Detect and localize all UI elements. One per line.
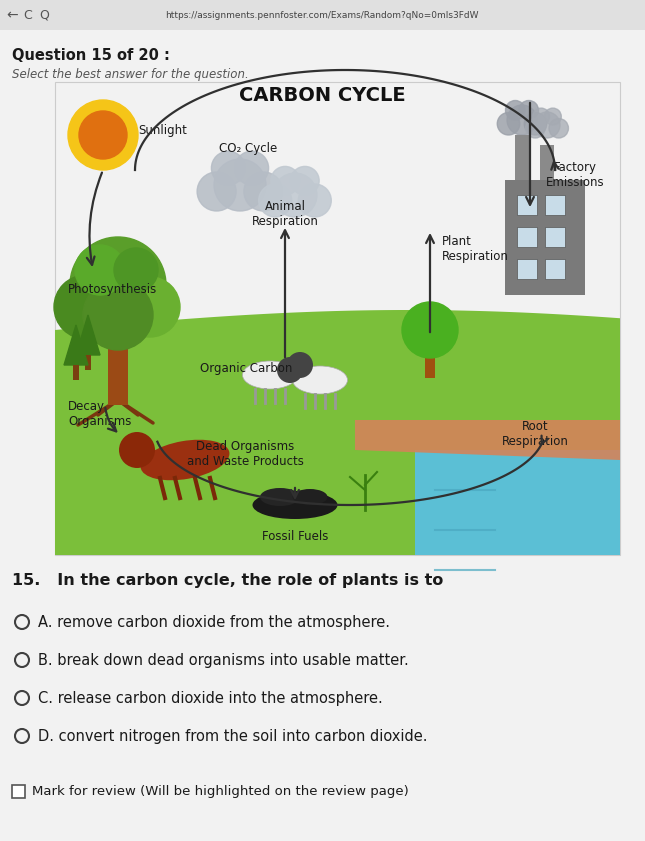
Text: Factory
Emissions: Factory Emissions — [546, 161, 604, 189]
Text: Organic Carbon: Organic Carbon — [200, 362, 292, 374]
Bar — [55, 330, 620, 555]
Text: Dead Organisms
and Waste Products: Dead Organisms and Waste Products — [186, 440, 303, 468]
Text: Animal
Respiration: Animal Respiration — [252, 200, 319, 228]
Ellipse shape — [292, 366, 348, 394]
Circle shape — [54, 275, 118, 339]
Circle shape — [120, 277, 180, 337]
Text: Question 15 of 20 :: Question 15 of 20 : — [12, 48, 170, 63]
Ellipse shape — [252, 491, 337, 519]
Circle shape — [83, 280, 153, 350]
Text: D. convert nitrogen from the soil into carbon dioxide.: D. convert nitrogen from the soil into c… — [38, 728, 428, 743]
Circle shape — [235, 151, 268, 185]
Circle shape — [277, 357, 303, 383]
Circle shape — [75, 245, 125, 295]
Bar — [0, 0, 645, 30]
Circle shape — [79, 111, 127, 159]
Text: Q: Q — [39, 8, 49, 22]
Circle shape — [114, 248, 158, 292]
Bar — [85, 355, 91, 370]
Bar — [425, 340, 435, 378]
Circle shape — [402, 302, 458, 358]
Text: Sunlight: Sunlight — [138, 124, 187, 136]
Circle shape — [244, 172, 283, 211]
Circle shape — [549, 119, 568, 138]
Bar — [73, 365, 79, 380]
Text: Photosynthesis: Photosynthesis — [68, 283, 157, 297]
Circle shape — [119, 432, 155, 468]
Bar — [415, 450, 620, 555]
Text: A. remove carbon dioxide from the atmosphere.: A. remove carbon dioxide from the atmosp… — [38, 615, 390, 630]
Bar — [55, 82, 620, 555]
Circle shape — [534, 112, 560, 138]
Bar — [505, 180, 585, 295]
Text: Root
Respiration: Root Respiration — [502, 420, 568, 448]
Bar — [517, 227, 537, 247]
Circle shape — [507, 105, 537, 135]
Circle shape — [526, 119, 545, 138]
Text: CO₂ Cycle: CO₂ Cycle — [219, 141, 277, 155]
Circle shape — [212, 151, 245, 185]
Circle shape — [298, 184, 332, 217]
Circle shape — [273, 173, 317, 217]
Text: B. break down dead organisms into usable matter.: B. break down dead organisms into usable… — [38, 653, 409, 668]
Circle shape — [533, 108, 550, 125]
Circle shape — [519, 101, 539, 120]
Ellipse shape — [260, 488, 300, 506]
Bar — [108, 335, 128, 405]
Bar — [545, 227, 565, 247]
Circle shape — [197, 172, 236, 211]
Ellipse shape — [141, 440, 230, 480]
Text: Fossil Fuels: Fossil Fuels — [262, 530, 328, 543]
Text: CARBON CYCLE: CARBON CYCLE — [239, 86, 405, 104]
Circle shape — [214, 159, 266, 211]
Text: Plant
Respiration: Plant Respiration — [442, 235, 509, 263]
Bar — [515, 135, 529, 180]
Text: Select the best answer for the question.: Select the best answer for the question. — [12, 68, 249, 81]
Polygon shape — [55, 310, 620, 555]
Text: C. release carbon dioxide into the atmosphere.: C. release carbon dioxide into the atmos… — [38, 690, 382, 706]
Circle shape — [524, 113, 547, 135]
Text: Mark for review (Will be highlighted on the review page): Mark for review (Will be highlighted on … — [32, 785, 409, 798]
Polygon shape — [64, 325, 88, 365]
Ellipse shape — [292, 489, 328, 505]
Text: 15.   In the carbon cycle, the role of plants is to: 15. In the carbon cycle, the role of pla… — [12, 573, 443, 588]
Circle shape — [259, 184, 292, 217]
Text: Decay
Organisms: Decay Organisms — [68, 400, 132, 428]
Polygon shape — [76, 315, 100, 355]
Bar — [12, 785, 25, 798]
Circle shape — [506, 101, 525, 120]
Circle shape — [68, 100, 138, 170]
Text: https://assignments.pennfoster.com/Exams/Random?qNo=0mls3FdW: https://assignments.pennfoster.com/Exams… — [165, 10, 479, 19]
Circle shape — [291, 167, 319, 195]
Bar — [545, 259, 565, 279]
Bar — [517, 195, 537, 215]
Polygon shape — [355, 420, 620, 460]
Bar — [540, 145, 554, 180]
Text: C: C — [24, 8, 32, 22]
Ellipse shape — [243, 361, 297, 389]
Circle shape — [544, 108, 561, 125]
Text: ←: ← — [6, 8, 18, 22]
Circle shape — [287, 352, 313, 378]
Circle shape — [497, 113, 520, 135]
Bar — [517, 259, 537, 279]
Circle shape — [271, 167, 299, 195]
Bar — [545, 195, 565, 215]
Circle shape — [70, 237, 166, 333]
